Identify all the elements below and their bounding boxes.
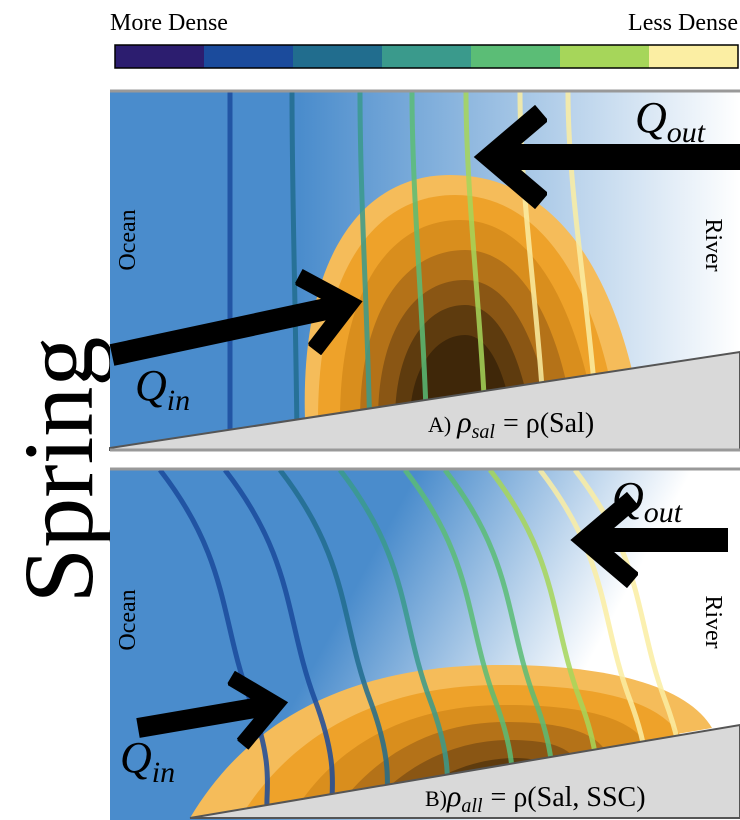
colorbar-swatch bbox=[649, 45, 739, 68]
colorbar bbox=[114, 44, 739, 69]
colorbar-swatch bbox=[382, 45, 472, 68]
subscript: in bbox=[167, 384, 190, 417]
subscript: out bbox=[644, 496, 683, 529]
ocean-label: Ocean bbox=[115, 589, 141, 650]
q-in: Qin bbox=[135, 361, 190, 417]
colorbar-swatch bbox=[471, 45, 561, 68]
formula: B)ρall = ρ(Sal, SSC) bbox=[425, 780, 646, 817]
symbol: Q bbox=[612, 473, 644, 522]
subscript: sal bbox=[472, 421, 496, 443]
q-out: Qout bbox=[635, 93, 706, 149]
rho: ρ bbox=[446, 780, 461, 813]
subscript: out bbox=[667, 116, 706, 149]
colorbar-frame bbox=[114, 44, 739, 69]
ocean-label: Ocean bbox=[115, 209, 141, 270]
subscript: all bbox=[461, 795, 483, 817]
panel-a: Qout Qin Ocean River A) ρsal = ρ(Sal) bbox=[109, 89, 740, 452]
prefix: B) bbox=[425, 786, 447, 811]
colorbar-swatch bbox=[293, 45, 383, 68]
colorbar-swatch bbox=[115, 45, 205, 68]
isopycnal bbox=[289, 92, 300, 441]
less-dense-label: Less Dense bbox=[628, 10, 738, 36]
symbol: Q bbox=[635, 93, 667, 142]
symbol: Q bbox=[135, 361, 167, 410]
panel-b: Qout Qin Ocean River B)ρall = ρ(Sal, SSC) bbox=[110, 467, 740, 820]
rest: = ρ(Sal) bbox=[503, 408, 594, 439]
formula: A) ρsal = ρ(Sal) bbox=[428, 406, 594, 443]
river-label: River bbox=[700, 218, 726, 271]
q-in-arrow bbox=[136, 705, 272, 728]
colorbar-swatch bbox=[560, 45, 650, 68]
more-dense-label: More Dense bbox=[110, 10, 228, 36]
season-label: Spring bbox=[3, 337, 114, 604]
subscript: in bbox=[152, 756, 175, 789]
prefix: A) bbox=[428, 412, 451, 437]
rest: = ρ(Sal, SSC) bbox=[491, 782, 646, 813]
q-in: Qin bbox=[120, 733, 175, 789]
rho: ρ bbox=[456, 406, 471, 439]
isopycnal bbox=[409, 92, 430, 441]
river-label: River bbox=[700, 595, 726, 648]
q-out: Qout bbox=[612, 473, 683, 529]
symbol: Q bbox=[120, 733, 152, 782]
q-in-arrow bbox=[109, 305, 345, 366]
colorbar-swatch bbox=[204, 45, 294, 68]
isopycnal bbox=[357, 92, 373, 441]
